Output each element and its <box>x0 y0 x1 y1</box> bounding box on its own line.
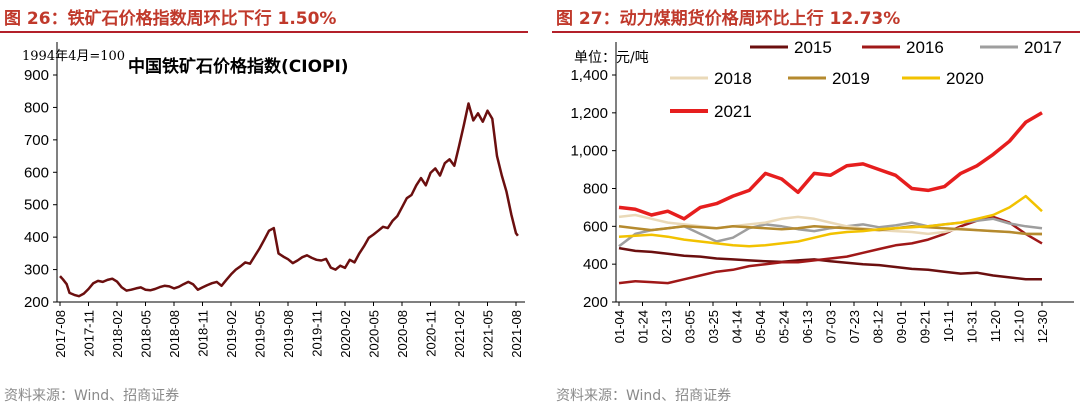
right-xtick-label: 10-11 <box>941 310 956 342</box>
left-ytick-label: 300 <box>24 262 49 279</box>
right-xtick-label: 08-12 <box>871 310 886 343</box>
right-xtick-label: 05-24 <box>777 310 792 343</box>
right-ytick-label: 1,400 <box>570 67 608 84</box>
left-source: 资料来源：Wind、招商证券 <box>4 388 180 404</box>
right-xtick-label: 07-23 <box>847 310 862 343</box>
right-xtick-label: 06-13 <box>800 310 815 343</box>
legend-label-2021: 2021 <box>714 102 752 121</box>
right-legend: 2015 2016 2017 2018 2019 2020 2021 <box>670 38 1062 121</box>
right-xtick-label: 12-10 <box>1012 310 1027 343</box>
left-xtick-label: 2020-02 <box>338 310 353 358</box>
right-x-ticks: 01-04 01-24 02-13 03-05 03-25 04-14 05-04 05-24… <box>612 302 1050 343</box>
right-source: 资料来源：Wind、招商证券 <box>556 388 732 404</box>
right-chart: 单位：元/吨 200 400 600 800 1,000 1,200 1,400 01-04… <box>570 38 1074 343</box>
left-series <box>59 102 519 298</box>
left-xtick-label: 2019-11 <box>310 310 325 357</box>
right-series <box>618 111 1043 285</box>
legend-label-2018: 2018 <box>714 69 752 88</box>
left-line-CIOPI <box>59 102 519 298</box>
left-xtick-label: 2018-05 <box>139 310 154 358</box>
right-xtick-label: 09-01 <box>894 310 909 343</box>
right-ytick-label: 1,000 <box>570 143 608 160</box>
right-xtick-label: 12-30 <box>1035 310 1050 343</box>
right-xtick-label: 01-04 <box>612 310 627 343</box>
left-xtick-label: 2017-11 <box>82 310 97 357</box>
left-xtick-label: 2019-08 <box>281 310 296 358</box>
left-xtick-label: 2021-05 <box>481 310 496 358</box>
right-xtick-label: 10-31 <box>965 310 980 343</box>
right-ytick-label: 600 <box>583 218 608 235</box>
left-chart: 1994年4月=100 中国铁矿石价格指数(CIOPI) 200 300 400 50… <box>22 42 525 358</box>
right-xtick-label: 04-14 <box>730 310 745 343</box>
right-ytick-label: 1,200 <box>570 105 608 122</box>
right-xtick-label: 05-04 <box>753 310 768 343</box>
right-ytick-label: 800 <box>583 181 608 198</box>
right-y-ticks: 200 400 600 800 1,000 1,200 1,400 <box>570 67 616 311</box>
left-xtick-label: 2018-08 <box>167 310 182 358</box>
left-xtick-label: 2019-05 <box>253 310 268 358</box>
right-xtick-label: 02-13 <box>659 310 674 343</box>
left-xtick-label: 2021-08 <box>509 310 524 358</box>
left-xtick-label: 2020-05 <box>367 310 382 358</box>
right-title-rule <box>552 31 1080 33</box>
left-ytick-label: 700 <box>24 132 49 149</box>
right-figure-title: 图 27：动力煤期货价格周环比上行 12.73% <box>556 9 901 29</box>
legend-label-2020: 2020 <box>946 69 984 88</box>
left-figure-title: 图 26：铁矿石价格指数周环比下行 1.50% <box>4 9 337 29</box>
left-xtick-label: 2020-08 <box>395 310 410 358</box>
left-xtick-label: 2021-02 <box>452 310 467 358</box>
left-xtick-label: 2019-02 <box>224 310 239 358</box>
left-ytick-label: 900 <box>24 67 49 84</box>
left-chart-title: 中国铁矿石价格指数(CIOPI) <box>128 56 349 77</box>
left-ytick-label: 200 <box>24 294 49 311</box>
left-ytick-label: 600 <box>24 164 49 181</box>
right-xtick-label: 09-21 <box>918 310 933 343</box>
left-x-ticks: 2017-08 2017-11 2018-02 2018-05 2018-08 2018-… <box>53 302 524 358</box>
left-ytick-label: 500 <box>24 197 49 214</box>
left-base-note: 1994年4月=100 <box>22 49 125 64</box>
right-ytick-label: 200 <box>583 294 608 311</box>
right-line-2020 <box>618 194 1043 248</box>
right-xtick-label: 01-24 <box>636 310 651 343</box>
right-line-2019 <box>618 225 1042 236</box>
left-panel: 图 26：铁矿石价格指数周环比下行 1.50% 1994年4月=100 中国铁矿… <box>0 0 528 407</box>
left-ytick-label: 800 <box>24 99 49 116</box>
right-xtick-label: 03-25 <box>706 310 721 343</box>
left-xtick-label: 2018-02 <box>110 310 125 358</box>
right-ytick-label: 400 <box>583 256 608 273</box>
right-line-2015 <box>618 246 1042 281</box>
left-xtick-label: 2018-11 <box>196 310 211 357</box>
right-xtick-label: 11-20 <box>988 310 1003 342</box>
legend-label-2016: 2016 <box>906 38 944 57</box>
right-unit: 单位：元/吨 <box>574 50 649 66</box>
legend-label-2015: 2015 <box>794 38 832 57</box>
left-xtick-label: 2020-11 <box>424 310 439 357</box>
left-y-ticks: 200 300 400 500 600 700 800 900 <box>24 67 57 311</box>
right-xtick-label: 07-03 <box>824 310 839 343</box>
right-line-2021 <box>618 111 1043 221</box>
right-xtick-label: 03-05 <box>683 310 698 343</box>
right-panel: 图 27：动力煤期货价格周环比上行 12.73% 单位：元/吨 200 400 60… <box>552 0 1080 407</box>
left-title-rule <box>0 31 528 33</box>
left-ytick-label: 400 <box>24 229 49 246</box>
left-xtick-label: 2017-08 <box>53 310 68 358</box>
legend-label-2019: 2019 <box>832 69 870 88</box>
legend-label-2017: 2017 <box>1024 38 1062 57</box>
